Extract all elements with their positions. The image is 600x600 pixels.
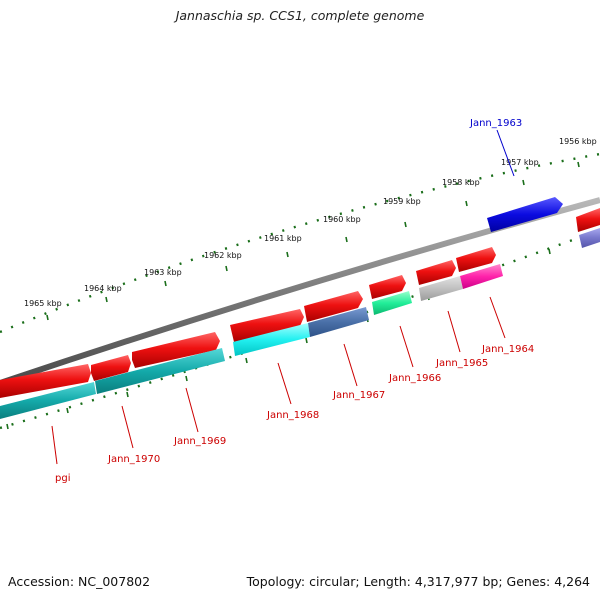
leader-jann-1969 bbox=[185, 387, 199, 433]
major-tick bbox=[46, 314, 49, 321]
page-title: Jannaschia sp. CCS1, complete genome bbox=[175, 8, 425, 23]
inner-major-tick bbox=[66, 407, 69, 414]
major-tick bbox=[225, 265, 228, 272]
forward-cds-track bbox=[0, 208, 600, 398]
major-tick bbox=[404, 221, 407, 228]
cds-jann-1968 bbox=[230, 309, 304, 342]
gene-label-jann-1970: Jann_1970 bbox=[107, 454, 160, 465]
gene-label-pgi: pgi bbox=[55, 473, 70, 484]
bar-right-lavender bbox=[579, 228, 600, 248]
gene-labels: pgi Jann_1970 Jann_1969 Jann_1968 Jann_1… bbox=[55, 118, 534, 484]
leader-jann-1966 bbox=[399, 325, 414, 368]
gene-label-jann-1966: Jann_1966 bbox=[388, 373, 441, 384]
cds-pgi bbox=[0, 364, 91, 398]
major-tick bbox=[164, 280, 167, 287]
cds-jann-1964 bbox=[456, 247, 496, 272]
scale-label: 1958 kbp bbox=[442, 178, 480, 187]
scale-label: 1961 kbp bbox=[264, 234, 302, 243]
gene-label-jann-1963: Jann_1963 bbox=[469, 118, 522, 129]
scale-label: 1956 kbp bbox=[559, 137, 597, 146]
topology-text: Topology: circular; Length: 4,317,977 bp… bbox=[246, 574, 590, 589]
annotation-track bbox=[0, 228, 600, 419]
scale-label: 1963 kbp bbox=[144, 268, 182, 277]
scale-label: 1960 kbp bbox=[323, 215, 361, 224]
scale-label: 1964 kbp bbox=[84, 284, 122, 293]
cds-jann-1970 bbox=[91, 355, 131, 381]
cds-jann-1963 bbox=[487, 197, 563, 232]
gene-label-jann-1969: Jann_1969 bbox=[173, 436, 226, 447]
leader-jann-1970 bbox=[121, 405, 134, 449]
label-leaders bbox=[51, 129, 515, 465]
major-tick bbox=[465, 200, 468, 207]
bar-jann-1968 bbox=[233, 323, 310, 356]
bar-jann-1964 bbox=[460, 264, 503, 289]
gene-label-jann-1967: Jann_1967 bbox=[332, 390, 385, 401]
scale-labels: 1965 kbp 1964 kbp 1963 kbp 1962 kbp 1961… bbox=[24, 137, 597, 308]
gene-label-jann-1968: Jann_1968 bbox=[266, 410, 319, 421]
scale-label: 1962 kbp bbox=[204, 251, 242, 260]
cds-jann-1965 bbox=[416, 260, 456, 285]
leader-jann-1963 bbox=[496, 129, 515, 177]
outer-scale-ring bbox=[0, 152, 600, 334]
bar-jann-1965 bbox=[419, 276, 463, 301]
bar-pgi bbox=[0, 382, 96, 419]
major-tick bbox=[105, 296, 108, 303]
cds-jann-1969 bbox=[132, 332, 220, 368]
accession-text: Accession: NC_007802 bbox=[8, 574, 151, 589]
scale-label: 1957 kbp bbox=[501, 158, 539, 167]
inner-major-tick bbox=[6, 423, 9, 430]
inner-major-tick bbox=[126, 391, 129, 398]
cds-far-right bbox=[576, 208, 600, 232]
leader-jann-1965 bbox=[447, 310, 461, 353]
leader-pgi bbox=[51, 425, 58, 465]
gene-label-jann-1965: Jann_1965 bbox=[435, 358, 488, 369]
major-tick bbox=[345, 236, 348, 243]
major-tick bbox=[522, 179, 525, 186]
leader-jann-1968 bbox=[277, 362, 292, 405]
leader-jann-1964 bbox=[489, 296, 506, 339]
cds-jann-1966 bbox=[369, 275, 406, 299]
inner-major-tick bbox=[305, 337, 308, 344]
inner-major-tick bbox=[185, 375, 188, 382]
major-tick bbox=[577, 161, 580, 168]
inner-major-tick bbox=[548, 248, 551, 255]
inner-major-tick bbox=[245, 357, 248, 364]
gene-label-jann-1964: Jann_1964 bbox=[481, 344, 534, 355]
major-tick bbox=[286, 251, 289, 258]
scale-label: 1965 kbp bbox=[24, 299, 62, 308]
bar-jann-1970-1969 bbox=[95, 348, 225, 394]
scale-label: 1959 kbp bbox=[383, 197, 421, 206]
bar-jann-1966 bbox=[372, 291, 412, 315]
bar-jann-1967 bbox=[308, 307, 369, 337]
leader-jann-1967 bbox=[343, 343, 358, 387]
cds-jann-1967 bbox=[304, 291, 363, 322]
